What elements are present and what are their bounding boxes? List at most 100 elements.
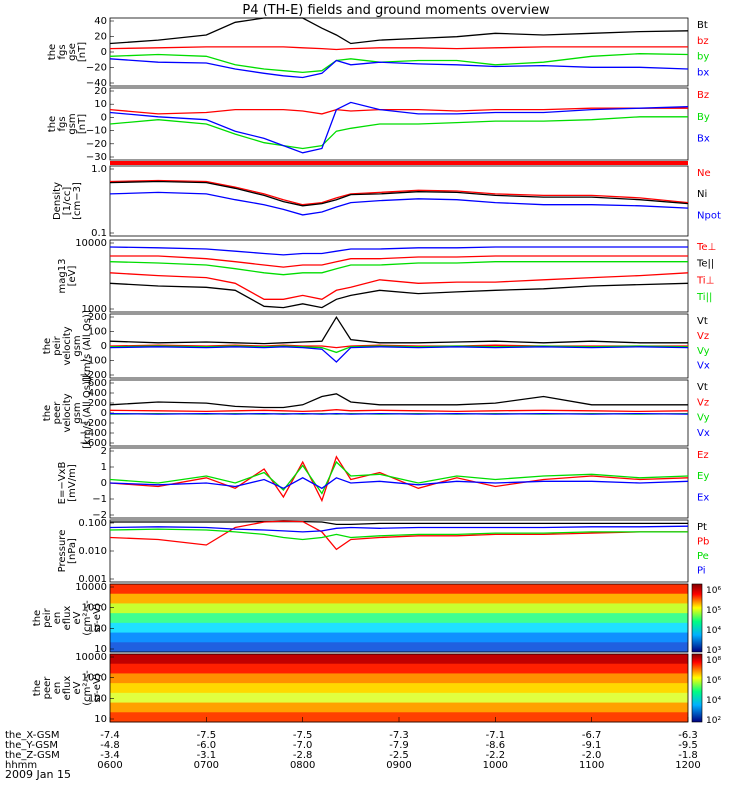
legend-entry: Vx [697,428,710,439]
y-axis-label-line: eflux [62,676,73,701]
x-tick-label: -3.4 [100,750,120,761]
y-axis-label-line: eflux [62,606,73,631]
y-axis-label-line: Density [52,182,63,220]
colorbar-tick-label: 10⁶ [706,586,721,596]
y-axis-label-line: (cm²-s- [82,600,93,636]
series-line-Vx [109,412,689,415]
y-axis-label-line: [mV/m] [67,464,78,502]
y-tick-label: 400 [88,388,107,399]
y-tick-label: −20 [86,139,107,150]
spectrogram-band [110,584,688,595]
x-row-label: the_Y-GSM [5,740,58,751]
y-axis-label-line: the [32,610,43,626]
series-line-Pe [109,528,688,541]
spectrogram-band [110,673,688,684]
x-tick-label: -7.3 [389,730,409,741]
panel-9: 10⁶ 10⁵ 10⁴ 10³ 10000 1000 100 10 thepeireneflux… [32,582,721,656]
colorbar-tick-label: 10⁴ [706,696,721,706]
x-tick-label: -9.1 [582,740,602,751]
y-axis-label: E=−VxB[mV/m] [57,462,78,505]
y-axis-label-line: gsm [67,113,78,134]
legend-entry: Vz [697,331,709,342]
flag-bar [110,161,688,165]
y-axis-label-line: the [47,116,58,132]
y-tick-label: −200 [80,418,107,429]
y-tick-label: 20 [94,32,107,43]
x-tick-label: -6.7 [582,730,602,741]
panel-3: 1.0 0.1 Density[1/cc][cm−3] Ne Ni Npot [52,164,721,239]
y-axis-label: thepeervelocitygsm[km/s (All Qs)] [42,377,93,449]
series-line-Pt [110,520,688,526]
y-tick-label: −400 [80,428,107,439]
y-axis-label-line: gsm [72,335,83,356]
y-tick-label: −20 [86,63,107,74]
panel-4: 10000 1000 mag13[eV] Te⊥ Te|| Ti⊥ Ti|| [57,238,716,315]
x-tick-label: -6.0 [197,740,217,751]
legend-entry: Ni [697,189,707,200]
x-tick-label: -7.1 [486,730,506,741]
y-tick-label: 10 [94,99,107,110]
legend-entry: Ti|| [696,292,712,303]
y-tick-label: −2 [92,510,107,521]
legend-entry: Ti⊥ [696,275,714,286]
x-tick-label: -8.6 [486,740,506,751]
y-axis-label-line: [km/s (All Qs)] [82,310,93,382]
y-tick-label: 0 [101,112,107,123]
y-tick-label: 10000 [75,582,107,593]
y-axis-label-line: velocity [62,326,73,365]
y-axis-label-line: peir [42,607,53,627]
colorbar-tick-label: 10⁵ [706,606,721,616]
series-line-Ti⊥ [110,255,688,268]
spectrogram-band [110,622,688,634]
x-tick-label: -3.1 [197,750,217,761]
legend-entry: Pi [697,565,706,576]
legend-entry: Vx [697,361,710,372]
y-tick-label: 1000 [82,304,107,315]
legend-entry: Ne [697,168,711,179]
colorbar-tick-label: 10⁶ [706,676,721,686]
y-tick-label: 10 [94,714,107,725]
legend-entry: bz [697,36,709,47]
colorbar [691,653,703,723]
x-tick-label: 0600 [97,760,122,771]
y-axis-label-line: [eV] [67,266,78,287]
panel-frame [109,17,689,87]
x-axis-labels: the_X-GSM -7.4 -7.5 -7.5 -7.3 -7.1 -6.7 -6.3 the… [5,717,701,771]
legend-entry: Te|| [696,259,714,270]
series-line-Vt [109,393,688,409]
y-tick-label: 0 [101,341,107,352]
series-line-bx [109,58,689,79]
series-line-bz [109,46,688,51]
y-tick-label: −40 [86,78,107,89]
spectrogram-band [110,632,688,643]
y-tick-label: 200 [88,398,107,409]
date-label: 2009 Jan 15 [5,768,71,781]
series-line-Te⊥ [109,272,689,300]
series-line-Bt [109,17,689,45]
x-tick-label: -7.5 [293,730,313,741]
legend-entry: Vy [697,413,710,424]
panel-7: 2 1 0 −1 −2 E=−VxB[mV/m] Ez Ey Ex [57,446,709,521]
y-tick-label: −600 [80,438,107,449]
y-axis-label: thepeirvelocitygsm[km/s (All Qs)] [42,310,93,382]
series-line-Pi [109,525,689,533]
y-tick-label: −30 [86,152,107,163]
y-tick-label: 100 [88,327,107,338]
legend-entry: Pe [697,551,709,562]
y-axis-label-line: en [52,612,63,625]
y-axis-label-line: peer [42,676,53,700]
y-axis-label-line: eV [72,681,83,694]
y-axis-label-line: the [42,405,53,421]
panel-1: 40 20 0 −20 −40 thefgsgse[nT] Bt bz by bx [47,16,709,89]
legend-entry: Ey [697,471,709,482]
legend-entry: Vt [697,316,708,327]
spectrogram-band [110,663,688,674]
spectrogram-band [110,593,688,604]
x-tick-label: -7.4 [100,730,120,741]
y-tick-label: 1.0 [91,164,107,175]
y-tick-label: 10 [94,644,107,655]
y-axis-label-line: [nT] [77,42,88,62]
y-tick-label: −100 [80,356,107,367]
